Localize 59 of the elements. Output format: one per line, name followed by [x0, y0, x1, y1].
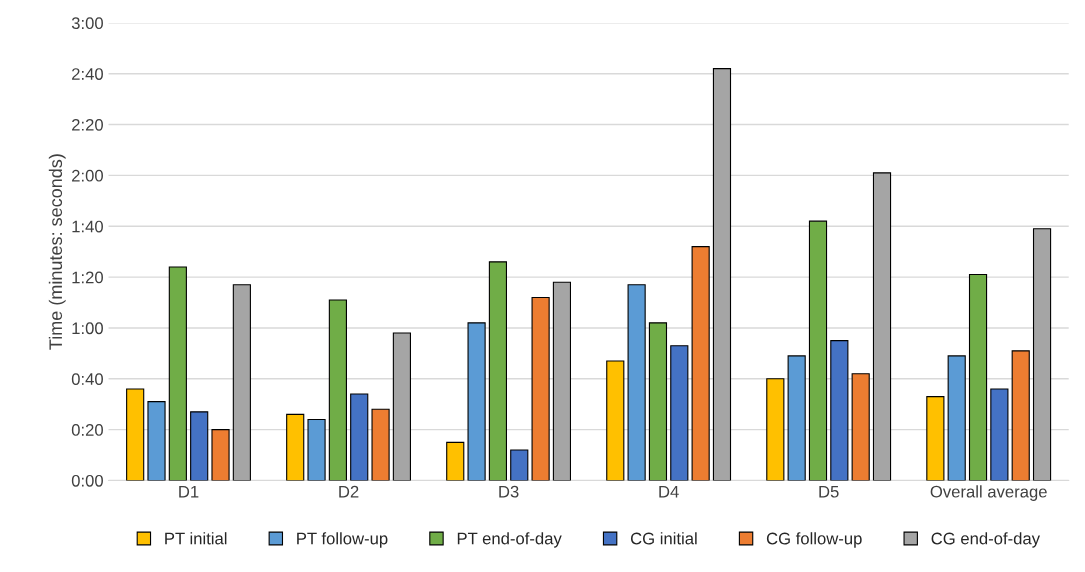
x-tick-label: D3 — [499, 485, 519, 498]
bar — [947, 355, 966, 481]
y-tick-label: 2:20 — [72, 118, 103, 131]
y-tick-label: 1:20 — [72, 271, 103, 284]
y-axis-title: Time (minutes: seconds) — [48, 154, 66, 350]
x-tick-label: D1 — [179, 485, 199, 498]
x-tick-label: Overall average — [930, 485, 1047, 501]
bar — [830, 340, 849, 481]
y-tick-label: 2:40 — [72, 68, 103, 80]
bar — [531, 296, 550, 481]
bar — [552, 281, 572, 481]
bar — [350, 393, 369, 481]
legend-label: PT initial — [165, 532, 227, 545]
legend-label: PT end-of-day — [457, 532, 562, 548]
x-tick-label: D2 — [339, 485, 359, 498]
x-tick-label: D4 — [659, 485, 679, 498]
bar — [126, 388, 145, 481]
legend-label: CG end-of-day — [931, 532, 1040, 548]
bar — [766, 378, 785, 481]
bar — [872, 172, 892, 481]
bar — [488, 261, 508, 481]
bar — [627, 284, 646, 481]
bar — [328, 299, 347, 481]
y-tick-label: 0:00 — [71, 474, 103, 487]
bar — [1032, 228, 1052, 481]
y-tick-label: 1:00 — [72, 322, 103, 335]
bar — [808, 220, 828, 481]
bar — [648, 322, 668, 481]
bar — [990, 388, 1009, 481]
bar — [232, 284, 251, 481]
bar — [371, 408, 390, 481]
bar — [712, 68, 732, 481]
bar — [446, 441, 465, 481]
bar — [968, 274, 988, 481]
bar — [392, 332, 411, 481]
y-tick-label: 3:00 — [71, 17, 103, 30]
bar — [168, 266, 187, 481]
legend-label: PT follow-up — [297, 532, 388, 548]
bar — [851, 373, 870, 481]
legend-label: CG initial — [630, 532, 697, 545]
bar — [467, 322, 486, 481]
legend-label: CG follow-up — [766, 532, 862, 548]
bar — [926, 396, 945, 481]
bar — [691, 246, 710, 481]
bar — [510, 449, 529, 481]
bar — [307, 418, 326, 481]
bar — [787, 355, 806, 481]
x-tick-label: D5 — [819, 485, 839, 498]
bar — [286, 413, 305, 481]
bar — [1011, 350, 1030, 481]
bar — [670, 345, 689, 481]
bar — [190, 411, 209, 481]
bar — [211, 429, 230, 481]
y-tick-label: 0:40 — [71, 373, 103, 385]
y-tick-label: 0:20 — [71, 424, 103, 436]
bar — [606, 360, 625, 481]
y-tick-label: 1:40 — [72, 220, 103, 233]
bar — [147, 401, 166, 481]
y-tick-label: 2:00 — [72, 169, 103, 182]
